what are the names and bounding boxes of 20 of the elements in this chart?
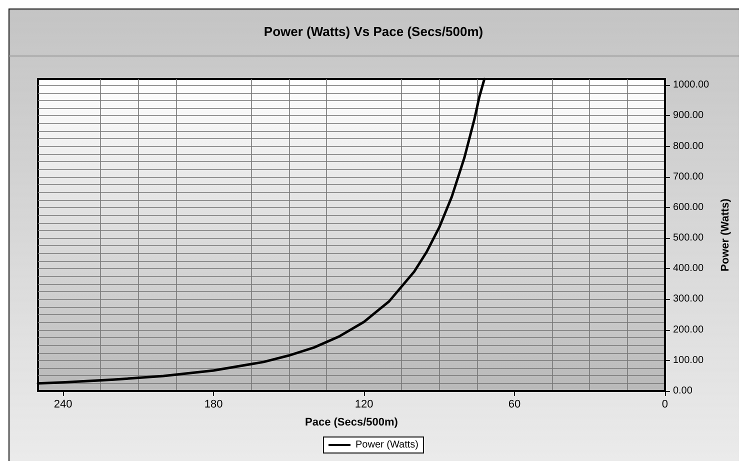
y-tick-label: 100.00 (672, 354, 704, 366)
x-tick-label: 240 (54, 398, 72, 410)
y-tick-label: 500.00 (672, 232, 704, 244)
y-tick-label: 900.00 (672, 110, 704, 122)
y-tick-label: 600.00 (672, 202, 704, 213)
x-tick-label: 120 (354, 398, 374, 410)
y-tick-label: 700.00 (672, 171, 704, 182)
x-tick-label: 0 (662, 398, 668, 410)
y-tick-label: 800.00 (672, 140, 704, 152)
x-tick-label: 60 (508, 398, 521, 410)
x-tick-label: 180 (204, 398, 223, 410)
chart-title: Power (Watts) Vs Pace (Secs/500m) (264, 24, 484, 39)
x-axis-title: Pace (Secs/500m) (305, 416, 398, 428)
y-tick-label: 400.00 (672, 263, 704, 274)
y-axis-title: Power (Watts) (720, 198, 732, 272)
y-tick-label: 300.00 (672, 294, 704, 305)
y-tick-label: 200.00 (672, 324, 704, 336)
legend-label: Power (Watts) (356, 440, 418, 450)
y-tick-label: 1000.00 (672, 80, 710, 91)
y-tick-label: 0.00 (672, 386, 693, 396)
